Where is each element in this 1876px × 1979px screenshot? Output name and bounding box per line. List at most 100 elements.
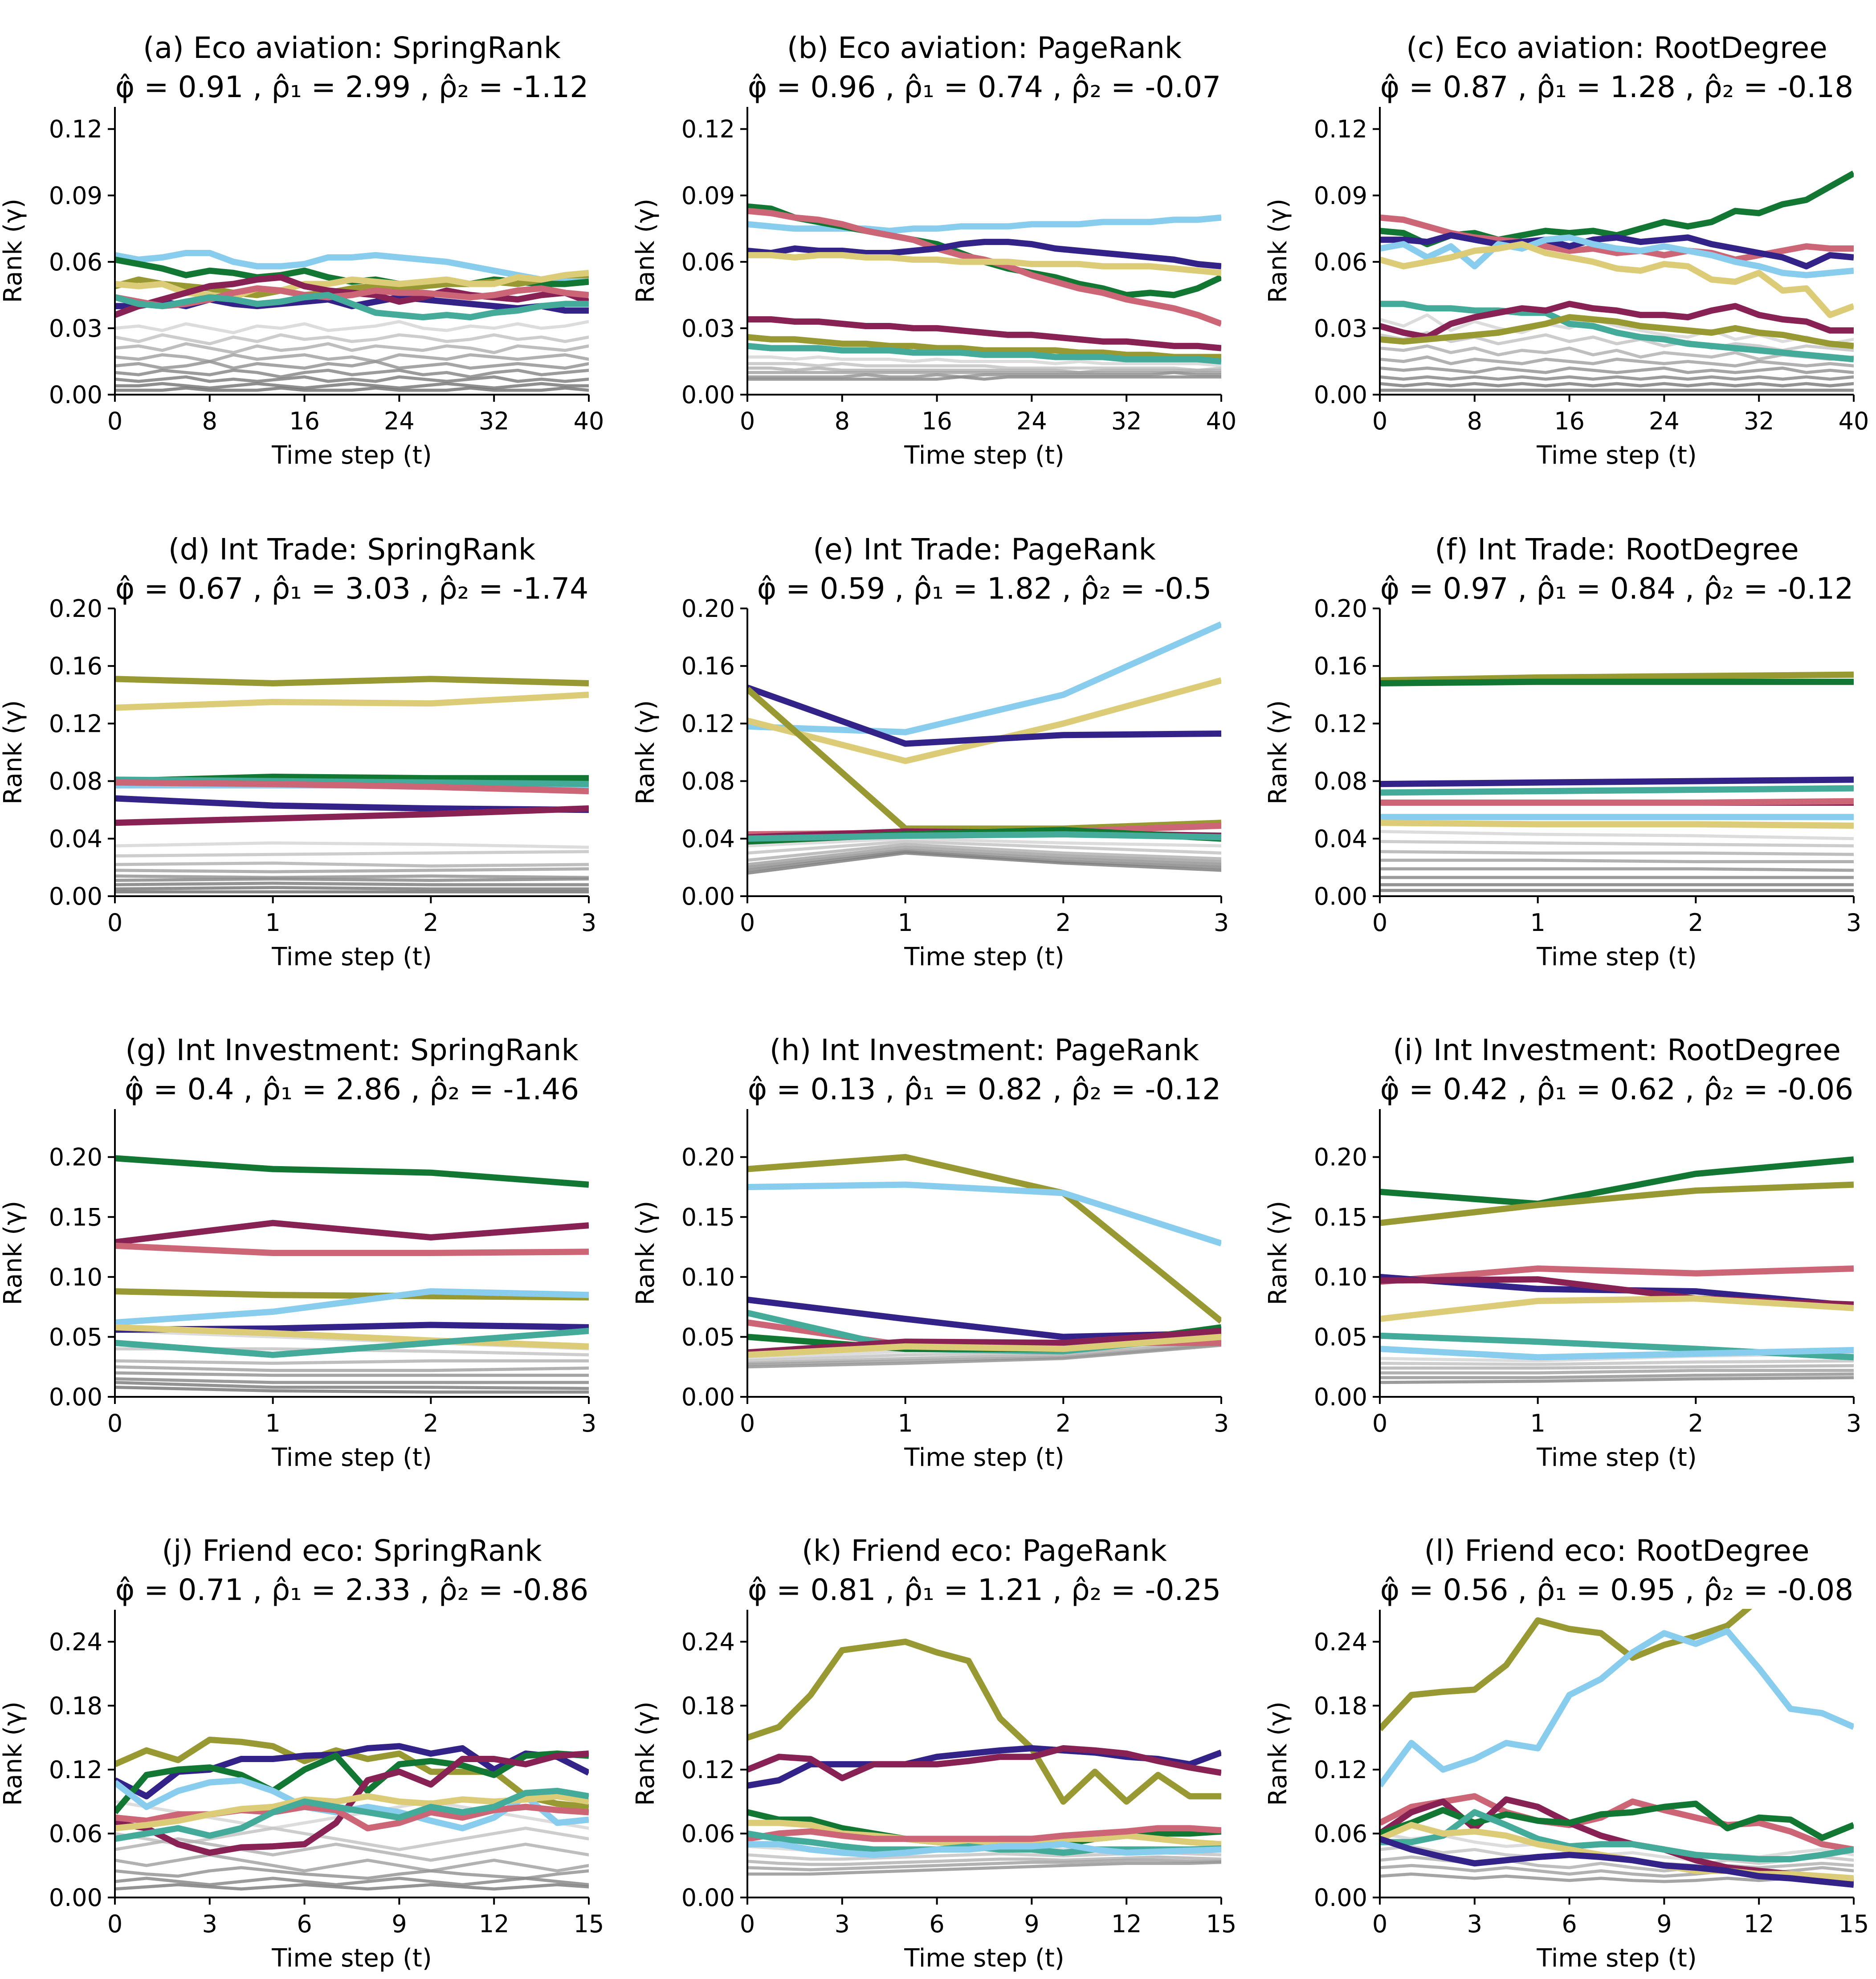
x-tick-label: 16 — [289, 407, 320, 435]
background-series-line — [747, 1855, 1221, 1866]
y-axis-label: Rank (γ) — [0, 199, 28, 303]
series-line-olive — [1380, 671, 1854, 684]
background-series-line — [747, 375, 1221, 381]
background-series-line — [747, 355, 1221, 367]
series-line-teal — [1380, 785, 1854, 796]
background-series-line — [115, 861, 589, 868]
chart-panel: (i) Int Investment: RootDegree φ̂ = 0.42 … — [1264, 1033, 1861, 1472]
x-tick-label: 32 — [1111, 407, 1142, 435]
y-tick-label: 0.15 — [49, 1203, 102, 1231]
y-tick-label: 0.00 — [681, 381, 735, 409]
x-tick-label: 0 — [107, 909, 122, 937]
series-group — [1380, 170, 1854, 392]
x-tick-label: 3 — [1467, 1910, 1482, 1938]
series-line-green — [1380, 1800, 1854, 1841]
chart-panel: (d) Int Trade: SpringRank φ̂ = 0.67 , ρ̂₁… — [0, 532, 596, 971]
x-tick-label: 1 — [265, 909, 280, 937]
x-tick-label: 2 — [1056, 1409, 1071, 1437]
series-line-light-blue — [747, 621, 1221, 735]
y-tick-label: 0.24 — [49, 1628, 102, 1656]
chart-panel: (a) Eco aviation: SpringRank φ̂ = 0.91 , … — [0, 31, 604, 470]
background-series-line — [115, 841, 589, 849]
x-tick-label: 9 — [1024, 1910, 1039, 1938]
series-line-light-blue — [747, 214, 1221, 234]
x-tick-label: 0 — [107, 1409, 122, 1437]
series-line-teal — [115, 1328, 589, 1358]
y-axis-label: Rank (γ) — [1264, 700, 1293, 805]
x-axis-label: Time step (t) — [1536, 441, 1697, 470]
series-line-indigo — [1380, 232, 1854, 269]
series-line-rose — [115, 779, 589, 795]
y-tick-label: 0.03 — [1314, 314, 1367, 343]
x-tick-label: 16 — [922, 407, 952, 435]
y-axis-label: Rank (γ) — [0, 1702, 28, 1806]
x-tick-label: 40 — [1206, 407, 1237, 435]
y-tick-label: 0.00 — [681, 1383, 735, 1411]
background-series-line — [115, 368, 589, 379]
series-line-indigo — [747, 239, 1221, 269]
background-series-line — [1380, 850, 1854, 856]
series-group — [1380, 1156, 1854, 1384]
series-line-wine — [747, 1745, 1221, 1781]
y-tick-label: 0.06 — [1314, 1820, 1367, 1848]
series-line-olive — [115, 272, 589, 298]
y-tick-label: 0.00 — [681, 882, 735, 910]
y-tick-label: 0.16 — [1314, 652, 1367, 680]
background-series-line — [747, 1339, 1221, 1363]
x-tick-label: 15 — [574, 1910, 604, 1938]
chart-title: (b) Eco aviation: PageRank — [787, 31, 1182, 65]
x-axis-label: Time step (t) — [271, 441, 432, 470]
y-tick-label: 0.10 — [49, 1263, 102, 1291]
chart-stats: φ̂ = 0.87 , ρ̂₁ = 1.28 , ρ̂₂ = -0.18 — [1380, 70, 1854, 104]
x-axis-label: Time step (t) — [1536, 1944, 1697, 1973]
chart-panel: (h) Int Investment: PageRank φ̂ = 0.13 , … — [631, 1033, 1229, 1472]
background-series-line — [115, 867, 589, 873]
chart-title: (l) Friend eco: RootDegree — [1424, 1534, 1810, 1568]
y-tick-label: 0.20 — [1314, 1143, 1367, 1171]
y-tick-label: 0.08 — [1314, 767, 1367, 796]
series-group — [1380, 1609, 1854, 1888]
series-group — [115, 676, 589, 894]
background-series-line — [1380, 1376, 1854, 1384]
y-tick-label: 0.16 — [681, 652, 735, 680]
series-line-rose — [1380, 1265, 1854, 1285]
chart-stats: φ̂ = 0.13 , ρ̂₁ = 0.82 , ρ̂₂ = -0.12 — [748, 1072, 1221, 1106]
y-tick-label: 0.00 — [49, 882, 102, 910]
x-tick-label: 3 — [1214, 909, 1229, 937]
y-tick-label: 0.09 — [49, 182, 102, 210]
y-tick-label: 0.00 — [1314, 1383, 1367, 1411]
background-series-line — [115, 850, 589, 858]
x-axis-label: Time step (t) — [271, 1944, 432, 1973]
series-line-sand — [1380, 241, 1854, 318]
y-tick-label: 0.08 — [49, 767, 102, 796]
series-line-rose — [747, 1825, 1221, 1842]
series-line-teal — [115, 292, 589, 321]
background-series-line — [747, 851, 1221, 875]
y-tick-label: 0.10 — [1314, 1263, 1367, 1291]
chart-title: (a) Eco aviation: SpringRank — [143, 31, 561, 65]
background-series-line — [747, 843, 1221, 862]
y-tick-label: 0.06 — [681, 248, 735, 276]
series-line-teal — [747, 343, 1221, 365]
chart-panel: (g) Int Investment: SpringRank φ̂ = 0.4 ,… — [0, 1033, 596, 1472]
chart-panel: (c) Eco aviation: RootDegree φ̂ = 0.87 , … — [1264, 31, 1869, 470]
x-axis-label: Time step (t) — [904, 1443, 1064, 1472]
y-tick-label: 0.00 — [681, 1884, 735, 1912]
series-line-wine — [747, 1328, 1221, 1356]
series-line-teal — [115, 1787, 589, 1842]
y-tick-label: 0.18 — [1314, 1692, 1367, 1720]
x-tick-label: 40 — [1839, 407, 1869, 435]
y-tick-label: 0.06 — [1314, 248, 1367, 276]
y-tick-label: 0.06 — [681, 1820, 735, 1848]
chart-title: (f) Int Trade: RootDegree — [1435, 532, 1799, 567]
background-series-line — [747, 837, 1221, 848]
background-series-line — [747, 371, 1221, 379]
chart-stats: φ̂ = 0.56 , ρ̂₁ = 0.95 , ρ̂₂ = -0.08 — [1380, 1573, 1854, 1607]
x-tick-label: 8 — [835, 407, 850, 435]
y-tick-label: 0.20 — [1314, 595, 1367, 623]
y-tick-label: 0.09 — [1314, 182, 1367, 210]
background-series-line — [1380, 830, 1854, 841]
y-axis-label: Rank (γ) — [631, 700, 660, 805]
series-line-teal — [747, 831, 1221, 842]
background-series-line — [1380, 1359, 1854, 1366]
